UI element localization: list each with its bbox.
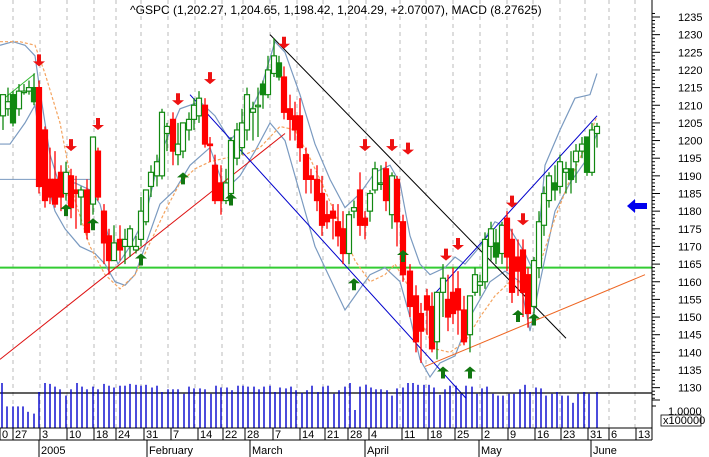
svg-text:4: 4 [371,429,377,441]
svg-text:23: 23 [563,429,575,441]
svg-text:1135: 1135 [678,365,702,377]
svg-text:1140: 1140 [678,347,702,359]
svg-text:1150: 1150 [678,312,702,324]
candlesticks [0,38,601,363]
signal-arrows [33,36,540,379]
svg-text:1175: 1175 [678,224,702,236]
svg-text:April: April [367,445,389,457]
chart-title: ^GSPC (1,202.27, 1,204.65, 1,198.42, 1,2… [130,3,542,17]
svg-text:3: 3 [42,429,48,441]
svg-text:1205: 1205 [678,118,702,130]
svg-text:1225: 1225 [678,47,702,59]
svg-text:11: 11 [404,429,415,441]
svg-text:1165: 1165 [678,259,702,271]
svg-text:7: 7 [275,429,281,441]
svg-text:9: 9 [510,429,516,441]
svg-text:2: 2 [484,429,490,441]
svg-text:1210: 1210 [678,100,702,112]
svg-text:May: May [481,445,502,457]
svg-text:25: 25 [457,429,469,441]
svg-text:1230: 1230 [678,30,702,42]
svg-text:1190: 1190 [678,171,702,183]
svg-text:14: 14 [200,429,212,441]
svg-text:14: 14 [302,429,314,441]
svg-text:31: 31 [146,429,158,441]
svg-text:6: 6 [611,429,617,441]
svg-text:1130: 1130 [678,383,702,395]
svg-text:June: June [593,445,617,457]
svg-text:7: 7 [173,429,179,441]
svg-text:21: 21 [327,429,339,441]
svg-text:28: 28 [247,429,259,441]
volume-panel [0,383,652,428]
svg-text:1215: 1215 [678,83,702,95]
svg-text:x100000: x100000 [663,415,705,427]
svg-text:1145: 1145 [678,330,702,342]
svg-text:February: February [149,445,194,457]
svg-text:16: 16 [537,429,549,441]
svg-text:22: 22 [225,429,237,441]
svg-text:1235: 1235 [678,12,702,24]
svg-text:1200: 1200 [678,136,702,148]
svg-text:1195: 1195 [678,153,702,165]
svg-text:24: 24 [118,429,130,441]
svg-text:18: 18 [430,429,442,441]
svg-text:1170: 1170 [678,241,702,253]
svg-text:1155: 1155 [678,294,702,306]
svg-text:1160: 1160 [678,277,702,289]
svg-text:2005: 2005 [41,445,65,457]
svg-text:March: March [252,445,283,457]
svg-text:1180: 1180 [678,206,702,218]
svg-text:1185: 1185 [678,189,702,201]
svg-text:1220: 1220 [678,65,702,77]
blue-left-arrow-icon [627,199,647,213]
svg-text:31: 31 [590,429,602,441]
svg-text:13: 13 [638,429,650,441]
svg-text:28: 28 [350,429,362,441]
svg-text:10: 10 [69,429,81,441]
bollinger-bands [0,40,598,379]
svg-text:18: 18 [96,429,108,441]
svg-text:27: 27 [15,429,27,441]
svg-text:0: 0 [2,429,8,441]
